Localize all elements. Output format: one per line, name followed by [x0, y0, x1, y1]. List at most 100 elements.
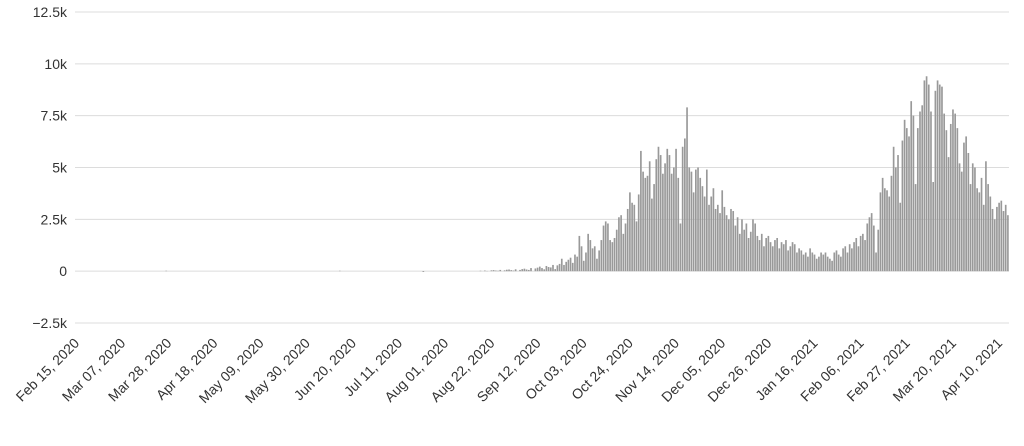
- bar: [859, 235, 862, 272]
- bar: [793, 244, 796, 272]
- bar: [943, 113, 946, 272]
- bar: [822, 254, 825, 272]
- bar: [978, 192, 981, 272]
- bar: [930, 111, 932, 272]
- bar: [503, 270, 506, 272]
- bar: [695, 169, 697, 272]
- bar: [897, 155, 899, 272]
- bar: [422, 271, 425, 272]
- bar: [879, 192, 882, 272]
- bar: [754, 223, 757, 272]
- bar: [510, 270, 513, 272]
- bar: [888, 196, 891, 272]
- bar: [541, 268, 543, 272]
- bar: [578, 235, 581, 272]
- bar: [840, 256, 842, 272]
- bar: [848, 244, 851, 272]
- bar: [842, 248, 844, 272]
- bar: [602, 225, 605, 272]
- bar: [745, 223, 748, 272]
- bar: [791, 242, 794, 272]
- bar: [963, 142, 965, 272]
- bar: [732, 211, 735, 272]
- bar: [763, 246, 765, 272]
- bar: [873, 225, 875, 272]
- bar: [877, 229, 880, 272]
- bar: [741, 219, 743, 272]
- bar: [738, 233, 741, 272]
- bar: [514, 269, 517, 272]
- bar: [681, 146, 684, 272]
- bar: [894, 167, 897, 272]
- bar: [941, 86, 943, 272]
- bar: [593, 246, 596, 272]
- bar: [831, 260, 833, 272]
- bar: [556, 265, 559, 272]
- bar: [774, 240, 776, 272]
- y-tick-label: 2.5k: [41, 211, 68, 227]
- bar: [798, 248, 800, 272]
- bar: [800, 250, 803, 272]
- bar: [716, 204, 719, 272]
- bar: [626, 208, 629, 272]
- bar: [989, 196, 992, 272]
- bar: [771, 246, 774, 272]
- bar: [576, 256, 578, 272]
- bar: [596, 258, 598, 272]
- bar: [987, 184, 989, 272]
- bar: [633, 204, 636, 272]
- bar: [679, 223, 682, 272]
- bar: [824, 252, 827, 272]
- bar: [996, 206, 998, 272]
- bar: [534, 268, 537, 272]
- bar: [883, 188, 886, 272]
- bar: [646, 175, 649, 272]
- bar: [752, 219, 754, 272]
- bar: [921, 105, 924, 272]
- bar: [818, 256, 820, 272]
- bar: [727, 219, 730, 272]
- bar: [710, 196, 713, 272]
- bar: [789, 246, 792, 272]
- bar: [587, 233, 589, 272]
- bar: [919, 111, 921, 272]
- bar: [631, 202, 633, 272]
- bar: [673, 167, 675, 272]
- bar: [530, 268, 532, 272]
- bar: [765, 237, 767, 272]
- bar: [563, 264, 565, 272]
- bar: [549, 267, 552, 272]
- bar: [844, 246, 847, 272]
- bar: [521, 269, 524, 272]
- bar: [932, 182, 935, 272]
- bar: [719, 213, 721, 272]
- bar: [892, 146, 895, 272]
- bar: [657, 146, 660, 272]
- bar: [651, 198, 653, 272]
- bar: [903, 119, 906, 272]
- bar: [864, 240, 866, 272]
- bar: [666, 148, 669, 272]
- bar: [574, 254, 576, 272]
- bar: [743, 229, 746, 272]
- bar: [712, 188, 715, 272]
- bar: [936, 80, 939, 272]
- bar: [525, 269, 528, 272]
- bar: [565, 261, 568, 272]
- bar: [613, 237, 616, 272]
- bar: [952, 109, 954, 272]
- bar: [899, 202, 902, 272]
- bar: [837, 254, 840, 272]
- bar: [875, 252, 877, 272]
- bar: [725, 215, 728, 272]
- bar: [960, 171, 963, 272]
- bar: [644, 177, 647, 272]
- bar: [855, 237, 858, 272]
- bar: [760, 233, 763, 272]
- bar: [536, 267, 539, 272]
- bar: [523, 268, 526, 272]
- bar: [664, 163, 666, 272]
- bar: [778, 248, 781, 272]
- bar: [976, 188, 978, 272]
- bar: [815, 258, 818, 272]
